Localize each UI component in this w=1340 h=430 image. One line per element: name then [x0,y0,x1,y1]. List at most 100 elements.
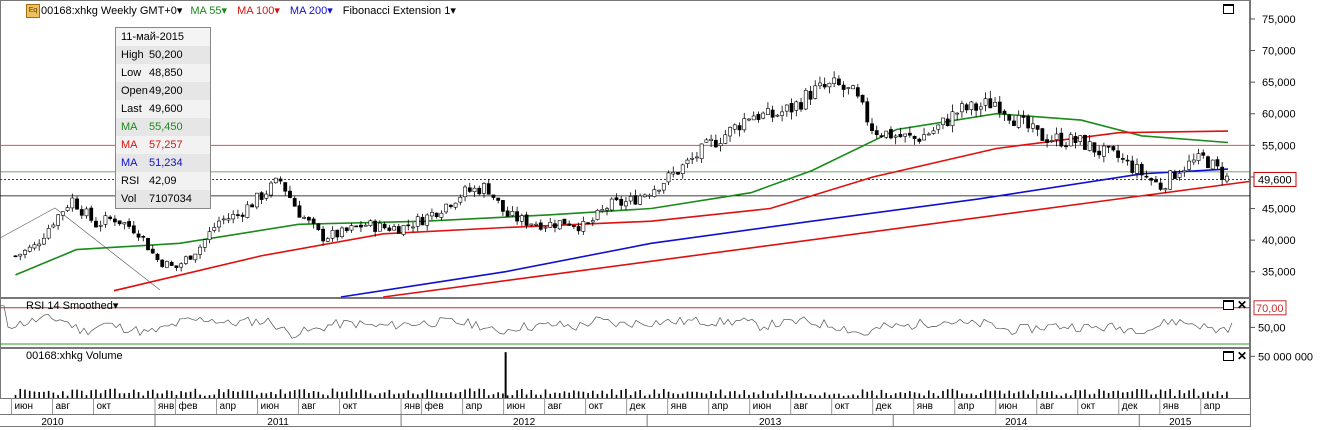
candle-body [202,239,207,248]
month-label: авг [548,401,563,412]
candle-body [1059,132,1064,147]
candle-body [1187,160,1191,170]
candle-body [879,135,884,137]
candle-body [1177,172,1182,178]
tooltip-row: High 50,200 [116,46,210,64]
ma200-indicator[interactable]: MA 200▾ [289,4,333,17]
candle-body [330,230,335,239]
candle-body [236,214,240,216]
candle-body [538,222,543,230]
candle-body [699,143,704,159]
candle-body [969,101,974,110]
rsi-pane-label[interactable]: RSI 14 Smoothed▾ [26,300,119,312]
candle-body [997,101,1002,114]
candle-body [1068,134,1073,147]
candle-body [619,198,624,206]
equity-icon[interactable]: Eq [26,4,40,18]
candle-body [325,238,330,242]
ma55-indicator[interactable]: MA 55▾ [190,4,228,17]
close-rsi-pane-button[interactable]: ✕ [1237,298,1248,312]
candle-body [718,143,723,147]
candle-body [855,87,860,97]
candle-body [406,224,411,227]
candle-body [240,214,245,217]
candle-body [605,208,609,211]
candle-body [439,212,444,218]
candle-body [590,220,595,223]
candle-body [562,218,567,225]
candle-body [595,209,600,220]
maximize-rsi-pane-button[interactable] [1223,300,1234,310]
month-label: фев [425,400,444,412]
candle-body [1210,159,1215,170]
candle-body [302,217,307,219]
candle-body [354,225,359,228]
ma100-indicator[interactable]: MA 100▾ [237,4,280,17]
candle-body [1191,159,1196,163]
candle-body [198,246,202,255]
tooltip-value: 51,234 [149,157,183,169]
tooltip-row: Low 48,850 [116,64,210,82]
trendline [383,180,1251,298]
month-label: авг [55,401,70,412]
candle-body [704,139,709,143]
month-label: окт [835,401,850,412]
tooltip-date: 11-май-2015 [121,31,185,43]
candle-body [155,253,160,261]
year-label: 2012 [513,417,536,427]
candle-body [32,244,37,249]
candle-body [335,229,340,238]
chart-header: 00168:xhkg Weekly GMT+0▾ MA 55▾ MA 100▾ … [41,2,466,18]
close-volume-pane-button[interactable]: ✕ [1237,349,1248,363]
candle-body [846,87,851,89]
candle-body [1215,159,1220,167]
symbol-selector[interactable]: 00168:xhkg Weekly GMT+0▾ [41,4,183,17]
month-label: окт [1081,401,1096,412]
candle-body [889,129,893,139]
candle-body [614,197,619,201]
candle-body [893,135,898,138]
candle-body [1026,115,1031,129]
candle-body [401,225,406,235]
candle-body [221,218,226,221]
tooltip-value: 57,257 [149,139,183,151]
candle-body [652,189,657,197]
candle-body [647,194,652,197]
price-tick-label: 60,000 [1262,109,1296,121]
tooltip-row: MA 55,450 [116,118,210,136]
candle-body [1087,141,1092,151]
candle-body [434,212,439,218]
maximize-volume-pane-button[interactable] [1223,351,1234,361]
fibonacci-indicator[interactable]: Fibonacci Extension 1▾ [342,4,456,17]
candle-body [174,265,179,269]
candle-body [1206,156,1210,169]
candle-body [742,118,747,131]
candle-body [676,172,680,175]
candle-body [316,223,321,231]
candle-body [1030,123,1035,129]
candle-body [534,223,538,226]
year-label: 2010 [41,417,64,427]
candle-body [1092,142,1097,153]
candle-body [273,177,278,184]
candle-body [818,82,822,87]
candle-body [1049,140,1054,142]
maximize-main-pane-button[interactable] [1223,4,1234,14]
candle-body [1101,145,1106,157]
rsi-line [0,305,1233,339]
candle-body [747,118,751,121]
candle-body [1012,120,1016,126]
month-label: дек [1122,401,1138,412]
candle-body [865,101,870,123]
candle-body [974,103,979,111]
candle-body [960,103,964,113]
candle-body [553,223,557,228]
rsi-tick-label: 50,00 [1258,322,1286,334]
candle-body [1083,135,1087,150]
candle-body [799,102,803,110]
candle-body [642,194,647,198]
candle-body [150,248,155,254]
month-label: июн [261,401,280,412]
